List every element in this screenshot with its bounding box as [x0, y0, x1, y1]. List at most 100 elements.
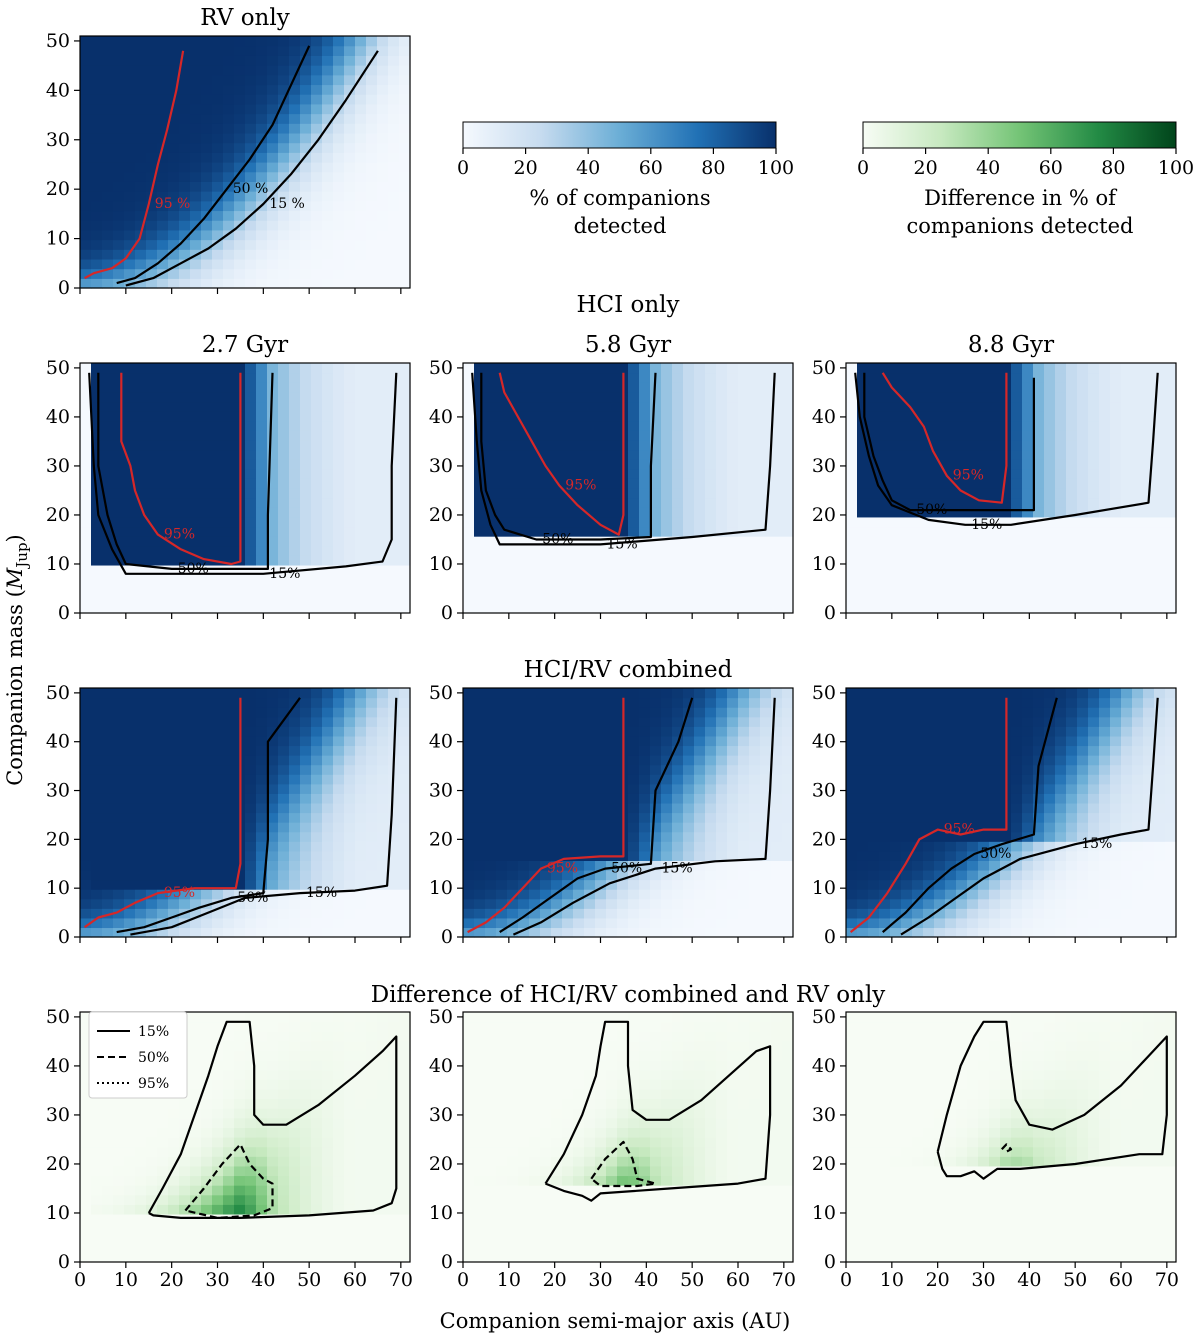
heatmap-cell — [1165, 488, 1177, 499]
heatmap-cell — [355, 822, 367, 833]
heatmap-cell — [223, 889, 235, 900]
heatmap-cell — [377, 191, 389, 202]
heatmap-cell — [1099, 401, 1111, 412]
heatmap-cell — [201, 123, 213, 134]
heatmap-cell — [771, 584, 783, 595]
heatmap-cell — [628, 716, 640, 727]
heatmap-cell — [606, 735, 618, 747]
heatmap-cell — [245, 507, 257, 518]
heatmap-cell — [80, 162, 92, 173]
heatmap-cell — [650, 363, 662, 374]
heatmap-cell — [1044, 488, 1056, 499]
heatmap-cell — [179, 113, 191, 124]
heatmap-cell — [377, 55, 389, 66]
heatmap-cell — [705, 593, 717, 604]
heatmap-cell — [157, 84, 169, 95]
heatmap-cell — [113, 411, 125, 422]
heatmap-cell — [201, 879, 213, 890]
heatmap-cell — [388, 382, 400, 393]
heatmap-cell — [212, 755, 224, 766]
contour-label: 95 % — [155, 196, 191, 212]
heatmap-cell — [716, 507, 728, 518]
heatmap-cell — [650, 860, 662, 871]
heatmap-cell — [366, 229, 378, 241]
heatmap-cell — [496, 430, 508, 441]
y-tick-label: 10 — [812, 553, 836, 575]
heatmap-cell — [322, 783, 334, 794]
heatmap-cell — [628, 822, 640, 833]
heatmap-cell — [934, 382, 946, 393]
heatmap-cell — [1011, 401, 1023, 412]
heatmap-cell — [705, 555, 717, 566]
heatmap-cell — [1033, 526, 1045, 537]
heatmap-cell — [672, 488, 684, 499]
heatmap-cell — [168, 132, 180, 144]
heatmap-cell — [124, 688, 136, 699]
heatmap-cell — [782, 526, 794, 537]
heatmap-cell — [782, 783, 794, 794]
heatmap-cell — [485, 401, 497, 412]
heatmap-cell — [267, 822, 279, 833]
heatmap-cell — [124, 898, 136, 909]
heatmap-cell — [1165, 363, 1177, 374]
heatmap-cell — [639, 372, 651, 383]
heatmap-cell — [289, 229, 301, 241]
heatmap-cell — [978, 536, 990, 547]
heatmap-cell — [923, 584, 935, 595]
heatmap-cell — [879, 411, 891, 422]
heatmap-cell — [388, 593, 400, 604]
heatmap-cell — [267, 171, 279, 182]
heatmap-cell — [256, 258, 268, 270]
heatmap-cell — [868, 774, 880, 785]
heatmap-cell — [355, 783, 367, 794]
heatmap-cell — [311, 584, 323, 595]
heatmap-cell — [102, 555, 114, 566]
heatmap-cell — [1088, 536, 1100, 547]
heatmap-cell — [91, 555, 103, 566]
heatmap-cell — [727, 420, 739, 431]
heatmap-cell — [1099, 459, 1111, 470]
heatmap-cell — [179, 94, 191, 105]
heatmap-cell — [857, 488, 869, 499]
heatmap-cell — [1044, 507, 1056, 518]
heatmap-cell — [245, 113, 257, 124]
heatmap-cell — [716, 745, 728, 756]
heatmap-cell — [256, 536, 268, 547]
heatmap-cell — [782, 372, 794, 383]
heatmap-cell — [333, 430, 345, 441]
heatmap-cell — [223, 526, 235, 537]
heatmap-cell — [760, 908, 772, 919]
heatmap-cell — [716, 430, 728, 441]
heatmap-cell — [474, 831, 486, 842]
heatmap-cell — [705, 516, 717, 528]
heatmap-cell — [496, 574, 508, 585]
heatmap-cell — [1044, 449, 1056, 460]
heatmap-cell — [672, 545, 684, 556]
heatmap-cell — [868, 372, 880, 383]
heatmap-cell — [333, 382, 345, 393]
heatmap-cell — [683, 488, 695, 499]
heatmap-cell — [135, 564, 147, 576]
heatmap-cell — [474, 898, 486, 909]
heatmap-cell — [256, 430, 268, 441]
heatmap-cell — [333, 831, 345, 842]
heatmap-cell — [289, 65, 301, 76]
heatmap-cell — [366, 898, 378, 909]
heatmap-cell — [146, 162, 158, 173]
heatmap-cell — [146, 268, 158, 279]
heatmap-cell — [978, 449, 990, 460]
heatmap-cell — [507, 555, 519, 566]
heatmap-cell — [595, 411, 607, 422]
heatmap-cell — [157, 603, 169, 614]
heatmap-cell — [168, 526, 180, 537]
heatmap-cell — [91, 258, 103, 270]
heatmap-cell — [749, 879, 761, 890]
heatmap-cell — [956, 372, 968, 383]
heatmap-cell — [1143, 439, 1155, 451]
heatmap-cell — [355, 103, 367, 115]
heatmap-cell — [890, 449, 902, 460]
heatmap-cell — [705, 603, 717, 614]
heatmap-cell — [168, 278, 180, 289]
heatmap-cell — [146, 55, 158, 66]
heatmap-cell — [124, 764, 136, 775]
